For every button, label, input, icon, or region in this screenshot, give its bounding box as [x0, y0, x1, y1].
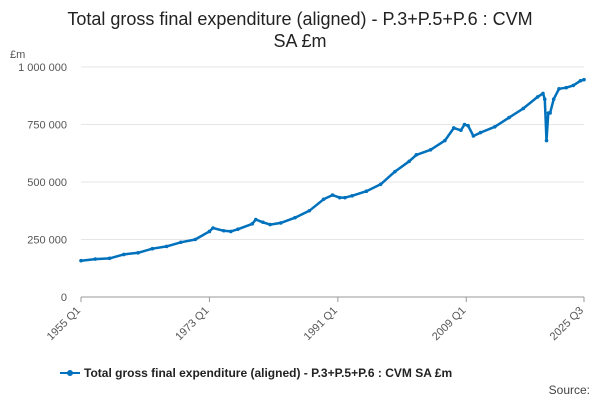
data-point[interactable] [343, 195, 347, 200]
data-point[interactable] [307, 208, 312, 213]
data-point[interactable] [278, 221, 283, 225]
data-point[interactable] [250, 222, 255, 226]
data-point[interactable] [571, 83, 576, 88]
data-point[interactable] [542, 97, 547, 101]
data-point[interactable] [462, 122, 467, 127]
data-point[interactable] [466, 123, 470, 128]
data-point[interactable] [578, 79, 583, 83]
chart-title-line-1: Total gross final expenditure (aligned) … [67, 9, 533, 29]
data-point[interactable] [493, 125, 497, 129]
x-tick-label: 1991 Q1 [302, 305, 340, 343]
data-point[interactable] [521, 106, 526, 111]
chart-title-line-2: SA £m [273, 31, 327, 51]
y-tick-label: 500 000 [27, 177, 67, 189]
x-tick-label: 2025 Q3 [548, 305, 586, 343]
legend-label: Total gross final expenditure (aligned) … [84, 366, 453, 380]
data-point[interactable] [443, 138, 447, 143]
data-point[interactable] [535, 95, 540, 99]
data-point[interactable] [364, 189, 369, 193]
data-point[interactable] [79, 258, 83, 263]
data-point[interactable] [136, 251, 140, 255]
data-point[interactable] [393, 169, 397, 174]
y-unit-label: £m [10, 49, 25, 61]
x-tick-label: 1955 Q1 [45, 305, 83, 343]
data-point[interactable] [229, 229, 233, 234]
data-point[interactable] [414, 153, 419, 157]
legend-swatch-icon [60, 367, 80, 379]
x-tick-label: 2009 Q1 [430, 305, 468, 343]
data-point[interactable] [428, 148, 433, 152]
y-tick-label: 0 [61, 292, 67, 304]
gridlines [81, 66, 584, 298]
source-label: Source: [548, 383, 590, 397]
data-point[interactable] [107, 256, 112, 261]
data-point[interactable] [193, 237, 197, 242]
series-line[interactable] [80, 78, 585, 262]
data-point[interactable] [582, 77, 586, 82]
data-point[interactable] [221, 228, 226, 233]
data-point[interactable] [293, 215, 297, 220]
data-point[interactable] [471, 134, 476, 138]
data-point[interactable] [507, 115, 511, 120]
data-point[interactable] [544, 138, 549, 143]
data-point[interactable] [150, 246, 155, 251]
series-group [79, 77, 586, 263]
data-point[interactable] [451, 126, 456, 130]
data-point[interactable] [337, 195, 342, 200]
data-point[interactable] [164, 244, 169, 249]
data-point[interactable] [548, 111, 552, 115]
data-point[interactable] [321, 197, 326, 202]
data-point[interactable] [541, 91, 545, 96]
data-point[interactable] [261, 220, 265, 225]
data-point[interactable] [236, 227, 240, 231]
chart-title: Total gross final expenditure (aligned) … [0, 8, 600, 52]
data-point[interactable] [207, 229, 212, 234]
x-axis-ticks: 1955 Q1 1973 Q1 1991 Q1 2009 Q1 2025 Q3 [45, 297, 586, 343]
data-point[interactable] [551, 97, 556, 101]
data-point[interactable] [254, 217, 258, 222]
y-tick-label: 1 000 000 [18, 62, 67, 74]
data-point[interactable] [179, 240, 183, 245]
data-point[interactable] [211, 226, 215, 230]
data-point[interactable] [330, 193, 335, 197]
y-axis-ticks: 0 250 000 500 000 750 000 1 000 000 [18, 62, 67, 304]
data-point[interactable] [378, 182, 383, 187]
data-point[interactable] [478, 130, 483, 135]
y-tick-label: 750 000 [27, 120, 67, 132]
legend[interactable]: Total gross final expenditure (aligned) … [60, 366, 452, 380]
data-point[interactable] [122, 252, 126, 257]
data-point[interactable] [93, 257, 98, 261]
data-point[interactable] [459, 128, 463, 133]
data-point[interactable] [268, 222, 272, 227]
data-point[interactable] [557, 87, 561, 91]
x-tick-label: 1973 Q1 [173, 305, 211, 343]
y-tick-label: 250 000 [27, 235, 67, 247]
data-point[interactable] [407, 159, 411, 164]
data-point[interactable] [564, 85, 568, 90]
data-point[interactable] [350, 194, 354, 198]
